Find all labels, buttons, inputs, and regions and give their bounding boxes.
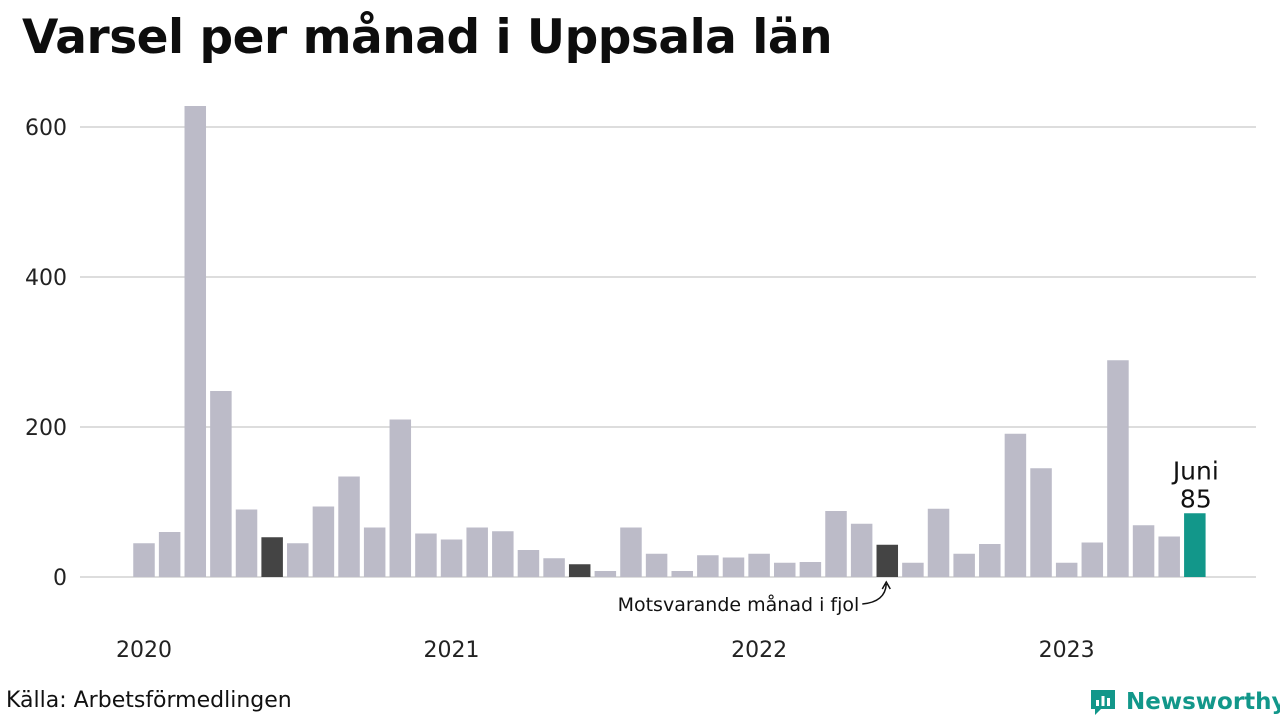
source-note: Källa: Arbetsförmedlingen: [6, 688, 292, 713]
bar-2021-12: [722, 557, 745, 577]
bar-2021-10: [671, 571, 693, 577]
bars: [133, 106, 1206, 577]
chart-title: Varsel per månad i Uppsala län: [22, 10, 833, 65]
bar-2022-09: [953, 553, 975, 577]
bar-2023-06: [1184, 513, 1206, 577]
bar-2022-07: [902, 562, 924, 577]
bar-2022-06: [876, 544, 899, 577]
bar-2022-02: [774, 562, 796, 577]
bar-2020-03: [184, 106, 207, 577]
same-month-note: Motsvarande månad i fjol: [618, 593, 860, 616]
bar-2020-07: [287, 543, 309, 577]
annotation-arrow-head: [881, 580, 891, 590]
bar-2020-08: [312, 506, 335, 577]
bar-2021-09: [645, 553, 668, 577]
bar-2022-10: [979, 544, 1001, 577]
bar-2021-11: [697, 555, 719, 577]
bar-2022-12: [1030, 468, 1052, 577]
bar-2021-01: [440, 539, 463, 577]
current-month-label: Juni: [1171, 456, 1219, 485]
y-tick-label: 600: [25, 116, 67, 141]
bar-2020-12: [415, 533, 437, 577]
bar-2022-05: [850, 523, 873, 577]
bar-2021-07: [594, 571, 617, 577]
current-value-label: 85: [1180, 484, 1212, 513]
y-tick-label: 200: [25, 416, 67, 441]
bar-2020-02: [158, 532, 181, 577]
bar-2021-08: [620, 527, 642, 577]
bar-2022-11: [1004, 433, 1027, 577]
bar-2023-04: [1132, 525, 1155, 577]
bar-2023-05: [1158, 536, 1180, 577]
x-year-label: 2022: [731, 638, 787, 663]
bar-2020-10: [363, 527, 386, 577]
axis-labels: 0 200 400 600 2020 2021 2022 2023: [25, 116, 1095, 663]
bar-2020-06: [261, 537, 283, 577]
newsworthy-logo-icon: [1091, 690, 1115, 715]
bar-2021-02: [466, 527, 488, 577]
x-year-label: 2020: [116, 638, 172, 663]
bar-2020-09: [338, 476, 360, 577]
bar-2022-08: [927, 508, 950, 577]
bar-2020-05: [235, 509, 258, 577]
x-year-label: 2021: [424, 638, 480, 663]
bar-2023-02: [1081, 542, 1104, 577]
bar-2020-04: [210, 391, 232, 577]
bar-2022-01: [748, 553, 770, 577]
y-tick-label: 0: [53, 566, 67, 591]
bar-2022-04: [825, 511, 847, 577]
bar-2023-03: [1107, 360, 1129, 577]
bar-2020-11: [389, 419, 412, 577]
brand-name: Newsworthy: [1126, 689, 1280, 715]
x-year-label: 2023: [1039, 638, 1095, 663]
bar-2023-01: [1055, 562, 1078, 577]
bar-2022-03: [799, 562, 822, 577]
bar-2021-05: [543, 558, 565, 577]
brand-logo: Newsworthy: [1088, 684, 1280, 720]
annotation-arrow-line: [862, 583, 888, 605]
bar-2020-01: [133, 543, 155, 577]
bar-2021-03: [492, 531, 514, 577]
bar-2021-04: [517, 550, 540, 577]
y-tick-label: 400: [25, 266, 67, 291]
bar-2021-06: [568, 564, 591, 577]
